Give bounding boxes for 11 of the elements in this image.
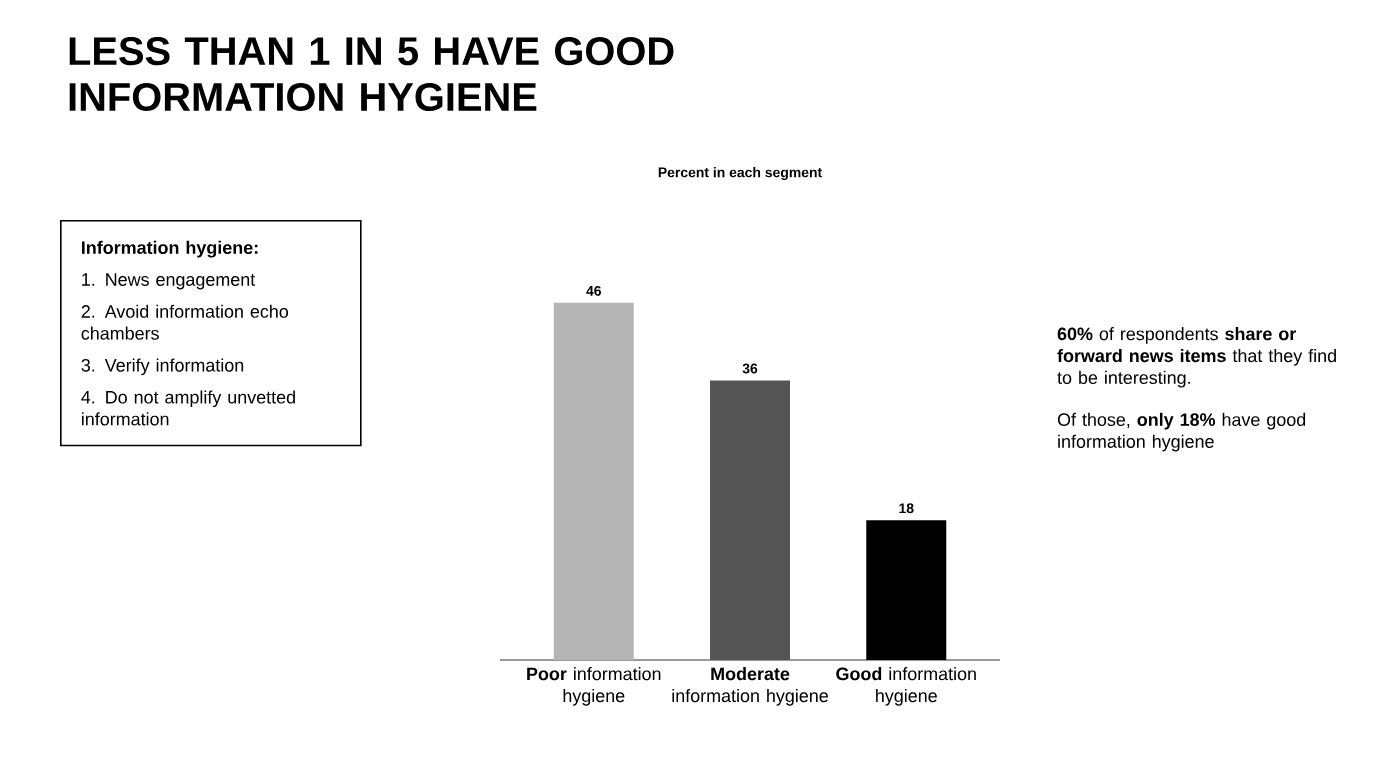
text: 60% of respondents share or forward news items that they find to be interesting. [1057,327,1336,388]
text: 2. Avoid information echo chambers [81,304,289,340]
text: Of those, only 18% have good information hygiene [1057,412,1306,452]
text: 4. Do not amplify unvetted information [81,390,295,426]
text: 1. News engagement [82,273,256,290]
x-tick-label: Moderate information hygiene [672,667,828,706]
x-tick-label: Poor information hygiene [527,667,661,706]
chart-title: LESS THAN 1 IN 5 HAVE GOOD INFORMATION HYGIENE [69,37,674,112]
text: Information hygiene: [82,240,258,258]
x-tick-label: Good information hygiene [836,667,976,706]
text: 3. Verify information [81,358,244,376]
